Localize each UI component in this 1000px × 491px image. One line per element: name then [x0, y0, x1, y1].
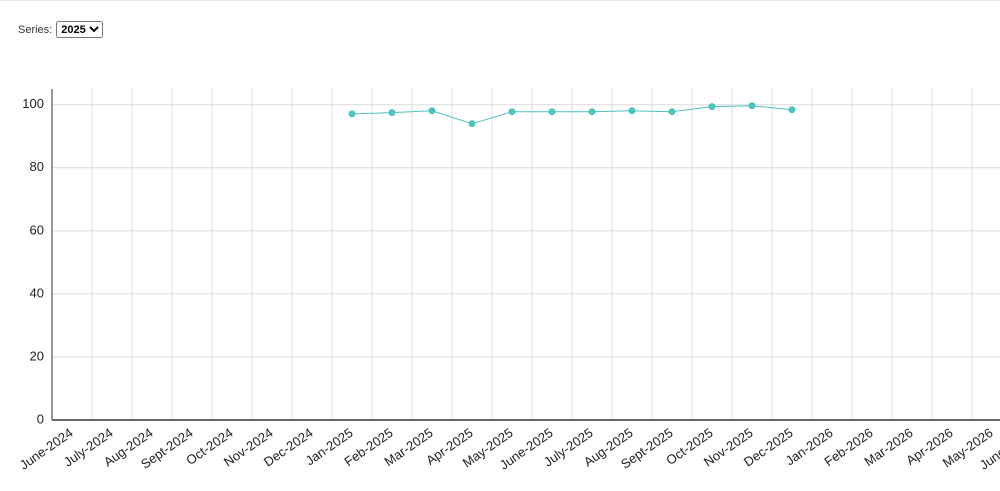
series-label: Series:: [18, 23, 53, 36]
y-tick-label: 60: [30, 222, 44, 237]
series-line: [351, 105, 793, 125]
data-point: [348, 110, 356, 118]
data-point: [588, 108, 596, 116]
y-tick-label: 40: [30, 285, 44, 300]
data-point: [508, 108, 516, 116]
y-tick-label: 80: [30, 159, 44, 174]
y-tick-label: 0: [37, 411, 44, 426]
y-tick-label: 20: [30, 348, 44, 363]
data-point: [788, 106, 796, 114]
data-point: [428, 107, 436, 115]
data-point: [548, 108, 556, 116]
series-control: Series: 2025: [18, 21, 104, 38]
series-select[interactable]: 2025: [56, 21, 104, 38]
data-point: [748, 102, 756, 110]
data-point: [708, 103, 716, 111]
data-point: [468, 120, 476, 128]
data-point: [628, 107, 636, 115]
y-tick-label: 100: [22, 96, 44, 111]
data-point: [668, 108, 676, 116]
data-point: [388, 109, 396, 117]
